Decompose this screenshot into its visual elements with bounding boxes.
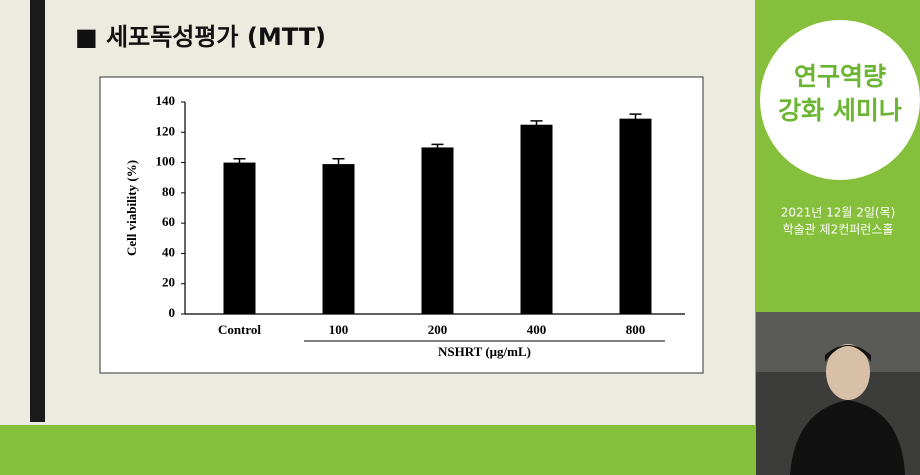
error-bar (629, 113, 642, 124)
sidebar-info: 학술관 제2컨퍼런스홀 (783, 223, 894, 237)
y-tick-label: 40 (162, 244, 175, 259)
x-tick-label: Control (218, 322, 261, 337)
x-tick-label: 100 (329, 322, 349, 337)
bar (223, 162, 256, 314)
x-axis-label: NSHRT (μg/mL) (438, 344, 531, 359)
slide-title: ■ 세포독성평가 (MTT) (75, 23, 326, 51)
error-bar (530, 120, 543, 129)
y-tick-label: 100 (156, 154, 176, 169)
y-tick-label: 80 (162, 184, 175, 199)
plot: 0 20 40 60 80 100 120 140 Cell viability (%) Cont… (124, 93, 685, 359)
error-bar (233, 158, 246, 167)
speaker-hair (825, 345, 871, 362)
y-tick-label: 20 (162, 275, 175, 290)
bar (619, 118, 652, 315)
error-bar (431, 143, 444, 151)
sidebar-title: 강화 세미나 (778, 96, 902, 125)
x-tick-label: 800 (626, 322, 646, 337)
speaker-head (826, 344, 870, 400)
slide-bar (30, 0, 45, 422)
sidebar-title: 연구역량 (794, 62, 886, 91)
speaker-body (790, 400, 905, 475)
sidebar-info: 2021년 12월 2일(목) (781, 206, 896, 220)
chart-frame (99, 76, 704, 374)
error-bar (332, 158, 345, 170)
bar (421, 147, 454, 314)
y-tick-label: 140 (156, 93, 176, 108)
x-tick-label: 200 (428, 322, 448, 337)
bar (322, 164, 355, 314)
y-tick-label: 0 (169, 305, 176, 320)
y-tick-label: 60 (162, 214, 175, 229)
x-tick-label: 400 (527, 322, 547, 337)
y-tick-label: 120 (156, 123, 176, 138)
y-axis-label: Cell viability (%) (124, 160, 139, 256)
logo-circle (760, 20, 920, 180)
bar (520, 124, 553, 314)
